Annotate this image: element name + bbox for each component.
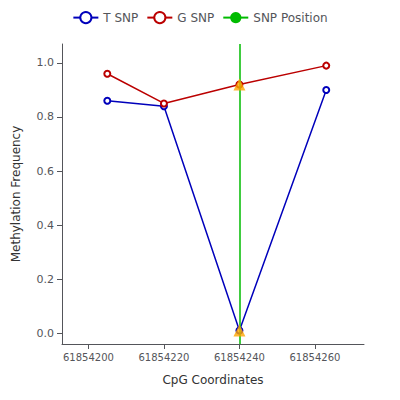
svg-text:G SNP: G SNP <box>177 11 214 25</box>
svg-text:61854260: 61854260 <box>289 352 340 363</box>
svg-text:61854220: 61854220 <box>138 352 189 363</box>
svg-text:0.8: 0.8 <box>37 110 55 123</box>
svg-text:0.6: 0.6 <box>37 165 55 178</box>
svg-text:61854240: 61854240 <box>214 352 265 363</box>
svg-text:1.0: 1.0 <box>37 56 55 69</box>
svg-text:Methylation Frequency: Methylation Frequency <box>9 126 23 263</box>
svg-text:61854200: 61854200 <box>63 352 114 363</box>
svg-text:0.4: 0.4 <box>37 219 55 232</box>
svg-text:T SNP: T SNP <box>102 11 138 25</box>
svg-text:0.0: 0.0 <box>37 327 55 340</box>
svg-text:0.2: 0.2 <box>37 273 55 286</box>
svg-text:CpG Coordinates: CpG Coordinates <box>162 373 263 387</box>
svg-text:SNP Position: SNP Position <box>253 11 327 25</box>
